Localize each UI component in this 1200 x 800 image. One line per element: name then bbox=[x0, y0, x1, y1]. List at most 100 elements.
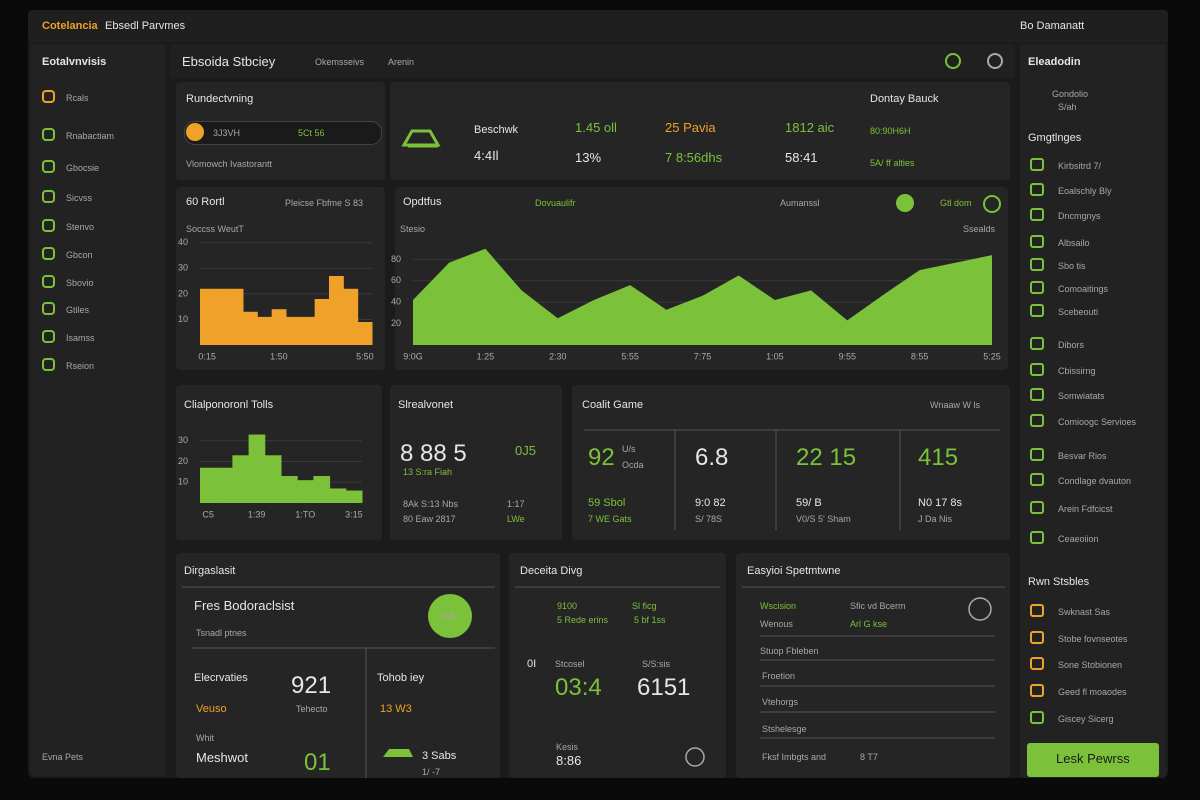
x-tick-label: 1:TO bbox=[295, 509, 315, 519]
x-tick-label: 1:50 bbox=[270, 351, 288, 361]
forecast-item: Elecrvaties bbox=[194, 672, 248, 684]
forecast-item: Veuso bbox=[196, 703, 227, 715]
y-tick-label: 20 bbox=[178, 456, 188, 466]
tab-icon[interactable] bbox=[945, 53, 961, 69]
bar bbox=[243, 311, 258, 345]
unit: Ocda bbox=[622, 460, 644, 470]
summary-side: 80:90H6H bbox=[870, 126, 911, 136]
card-title: Coalit Game bbox=[582, 399, 644, 411]
tab-bar bbox=[170, 44, 1015, 78]
bar bbox=[357, 322, 373, 345]
sidebar-item: Condlage dvauton bbox=[1058, 476, 1132, 486]
stat-card bbox=[390, 385, 562, 540]
sidebar-item: Kirbsitrd 7/ bbox=[1058, 161, 1102, 171]
x-tick-label: 1:05 bbox=[766, 351, 784, 361]
section-title: Gmgtlnges bbox=[1028, 132, 1082, 144]
game-sub: 59/ B bbox=[796, 497, 822, 509]
nav-item: Rseion bbox=[66, 361, 95, 371]
nav-icon bbox=[42, 219, 55, 232]
summary-title: Dontay Bauck bbox=[870, 93, 939, 105]
sidebar-sub: Gondolio bbox=[1052, 89, 1089, 99]
action-circle[interactable] bbox=[428, 594, 472, 638]
setting-item: Stuop Fbleben bbox=[760, 646, 819, 656]
forecast-item: Whit bbox=[196, 733, 214, 743]
x-tick-label: 5:50 bbox=[356, 351, 374, 361]
sidebar-item: Scebeouti bbox=[1058, 307, 1099, 317]
game-value: 415 bbox=[918, 444, 959, 471]
item-icon bbox=[1030, 304, 1044, 317]
dividers bbox=[182, 429, 1005, 778]
item-icon bbox=[1030, 448, 1044, 461]
sidebar-item: Stobe fovnseotes bbox=[1058, 634, 1128, 644]
settings-card bbox=[736, 553, 1010, 778]
card-title: Deceita Divg bbox=[520, 565, 583, 577]
user-name: Bo Damanatt bbox=[1020, 20, 1085, 32]
summary-side: 5A/ ff alties bbox=[870, 158, 915, 168]
tab: Ebsoida Stbciey bbox=[182, 54, 276, 69]
item-icon bbox=[1030, 501, 1044, 514]
data-card bbox=[509, 553, 726, 778]
tab-icon[interactable] bbox=[987, 53, 1003, 69]
bar bbox=[286, 316, 301, 345]
forecast-item: 1/ -7 bbox=[422, 767, 441, 777]
data-item: 5 Rede erins bbox=[557, 615, 609, 625]
stat-item: 8 88 5 bbox=[400, 440, 467, 467]
setting-item: Vtehorgs bbox=[762, 697, 799, 707]
progress-bar bbox=[184, 121, 382, 145]
x-tick-label: 1:39 bbox=[248, 509, 266, 519]
item-icon bbox=[1030, 158, 1044, 171]
nav-icon bbox=[42, 128, 55, 141]
data-item: 8:86 bbox=[556, 753, 582, 768]
forecast-item: 921 bbox=[291, 672, 332, 699]
sidebar-item: Sone Stobionen bbox=[1058, 660, 1123, 670]
card-title: Dirgaslasit bbox=[184, 565, 236, 577]
progress-label: 3J3VH bbox=[213, 128, 241, 138]
car-icon bbox=[401, 129, 441, 148]
y-tick-label: 20 bbox=[178, 288, 188, 298]
toggle-icon[interactable] bbox=[685, 747, 705, 767]
area bbox=[413, 248, 992, 345]
bar bbox=[297, 480, 314, 503]
sidebar-item: Giscey Sicerg bbox=[1058, 714, 1114, 724]
forecast-item: 13 W3 bbox=[380, 703, 412, 715]
summary-name: Beschwk bbox=[474, 124, 519, 136]
bar bbox=[264, 455, 282, 503]
sidebar-title: Eleadodin bbox=[1028, 56, 1081, 68]
sidebar-title: Eotalvnvisis bbox=[42, 56, 107, 68]
nav-icon bbox=[42, 330, 55, 343]
progress-value: 5Ct 56 bbox=[298, 128, 325, 138]
stat-item: 80 Eaw 2817 bbox=[403, 514, 456, 524]
stat-item: 0J5 bbox=[515, 443, 536, 458]
forecast-item: Fres Bodoraclsist bbox=[194, 598, 295, 613]
sidebar-item: Arein Fdfcicst bbox=[1058, 504, 1113, 514]
x-tick-label: 5:25 bbox=[983, 351, 1001, 361]
card-title: Easyioi Spetmtwne bbox=[747, 565, 841, 577]
sidebar-item: Cbissirng bbox=[1058, 366, 1096, 376]
sidebar-item: Geed fl moaodes bbox=[1058, 687, 1127, 697]
sidebar-item: Sbo tis bbox=[1058, 261, 1086, 271]
bar bbox=[329, 488, 347, 503]
sidebar-item: Ceaeoiion bbox=[1058, 534, 1099, 544]
bar bbox=[228, 288, 244, 345]
summary-stat: 1.45 oll bbox=[575, 120, 617, 135]
toggle-icon[interactable] bbox=[968, 597, 992, 621]
x-tick-label: 7:75 bbox=[694, 351, 712, 361]
game-sub: J Da Nis bbox=[918, 514, 953, 524]
summary-stat: 58:41 bbox=[785, 150, 818, 165]
data-item: Kesis bbox=[556, 742, 579, 752]
forecast-item: Meshwot bbox=[196, 750, 249, 765]
game-sub: N0 17 8s bbox=[918, 497, 963, 509]
y-tick-label: 30 bbox=[178, 435, 188, 445]
setting-item: Fksf Imbgts and bbox=[762, 752, 827, 762]
game-sub: V0/S 5' Sham bbox=[796, 514, 851, 524]
top-bar bbox=[28, 10, 1168, 42]
x-tick-label: 9:55 bbox=[838, 351, 856, 361]
action-button[interactable] bbox=[1027, 743, 1159, 777]
car-icon bbox=[383, 749, 413, 757]
data-item: 0I bbox=[527, 658, 537, 670]
nav-item: Sbovio bbox=[66, 278, 94, 288]
status-icon bbox=[896, 194, 914, 212]
sidebar-footer: Evna Pets bbox=[42, 752, 84, 762]
app-title: Ebsedl Parvmes bbox=[105, 20, 186, 32]
sidebar-item: Comoaitings bbox=[1058, 284, 1109, 294]
